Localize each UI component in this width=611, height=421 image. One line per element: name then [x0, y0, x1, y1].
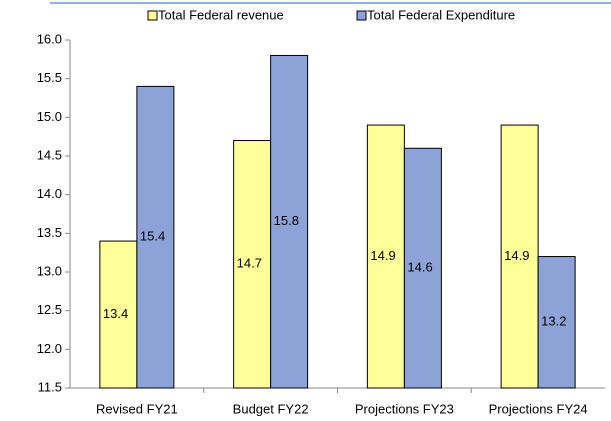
bar	[500, 124, 539, 389]
y-tick-label: 14.5	[37, 147, 62, 162]
legend-swatch	[356, 10, 367, 21]
x-tick-label: Projections FY23	[355, 401, 454, 416]
legend-label: Total Federal Expenditure	[367, 7, 515, 22]
y-tick-label: 16.0	[37, 31, 62, 46]
bar	[366, 124, 405, 389]
x-tick-label: Budget FY22	[233, 401, 309, 416]
data-label: 14.7	[237, 256, 262, 271]
bar	[136, 85, 175, 389]
data-label: 15.4	[140, 229, 165, 244]
y-tick-label: 15.0	[37, 109, 62, 124]
x-tick-label: Revised FY21	[96, 401, 178, 416]
x-tick-label: Projections FY24	[489, 401, 588, 416]
y-tick-label: 12.0	[37, 341, 62, 356]
data-label: 14.6	[407, 260, 432, 275]
y-tick-label: 13.0	[37, 263, 62, 278]
data-label: 14.9	[370, 248, 395, 263]
legend-swatch	[147, 10, 158, 21]
y-tick-label: 11.5	[38, 379, 62, 394]
data-label: 15.8	[274, 213, 299, 228]
y-tick-label: 14.0	[37, 186, 62, 201]
y-tick-label: 15.5	[37, 70, 62, 85]
bar	[537, 256, 576, 389]
legend-label: Total Federal revenue	[158, 7, 284, 22]
y-tick-label: 13.5	[37, 225, 62, 240]
data-label: 14.9	[504, 248, 529, 263]
bar	[403, 147, 442, 389]
data-label: 13.4	[103, 306, 128, 321]
data-label: 13.2	[541, 314, 566, 329]
bar	[233, 140, 272, 389]
bar	[270, 54, 309, 389]
y-tick-label: 12.5	[37, 302, 62, 317]
